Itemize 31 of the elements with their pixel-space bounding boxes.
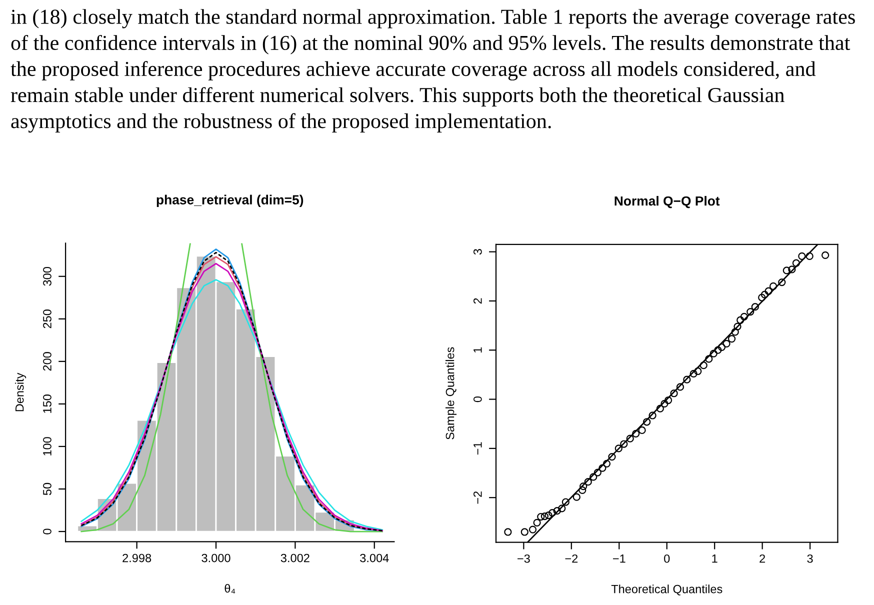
x-tick-label: −2 — [565, 554, 578, 563]
x-tick-label: 3.004 — [360, 554, 389, 562]
y-tick-label: 3 — [473, 249, 482, 255]
y-tick-label: 300 — [43, 266, 52, 286]
x-tick-label: −1 — [612, 554, 626, 563]
y-tick-label: −1 — [474, 442, 482, 455]
x-tick-label: 3.002 — [280, 554, 310, 562]
y-axis-title: Density — [15, 372, 26, 412]
x-tick-label: 0 — [664, 554, 670, 563]
x-tick-label: 2.998 — [122, 554, 152, 562]
x-tick-label: 2 — [760, 554, 766, 563]
y-tick-label: 250 — [43, 310, 52, 328]
x-tick-label: 3 — [807, 554, 813, 563]
x-axis-title: Theoretical Quantiles — [611, 584, 722, 596]
y-tick-label: 200 — [43, 352, 52, 371]
y-tick-label: −2 — [473, 491, 482, 504]
y-tick-label: 100 — [43, 437, 52, 456]
y-axis-title: Sample Quantiles — [446, 347, 457, 440]
y-tick-label: 1 — [474, 347, 482, 352]
chart-title: phase_retrieval (dim=5) — [156, 194, 304, 208]
text: in (18) closely match the standard normal approximation. Table 1 reports the average coverage rates of the confidence intervals in (16) at the nominal 90% and 95% levels. The results demonstrate that the proposed inference procedures achieve accurate coverage across all models considered, and remain stable under different numerical solvers. This supports both the theoretical Gaussian asymptotics and the robustness of the proposed implementation. — [10, 9, 855, 133]
x-tick-label: 3.000 — [202, 554, 230, 562]
y-tick-label: 0 — [43, 528, 52, 534]
chart-title: Normal Q−Q Plot — [614, 196, 720, 208]
x-tick-label: −3 — [518, 554, 530, 563]
y-tick-label: 150 — [43, 394, 52, 413]
x-tick-label: 1 — [712, 554, 718, 563]
y-tick-label: 0 — [473, 396, 482, 402]
y-tick-label: 50 — [43, 482, 52, 496]
x-axis-title: θ₄ — [224, 584, 236, 594]
y-tick-label: 2 — [473, 298, 482, 304]
